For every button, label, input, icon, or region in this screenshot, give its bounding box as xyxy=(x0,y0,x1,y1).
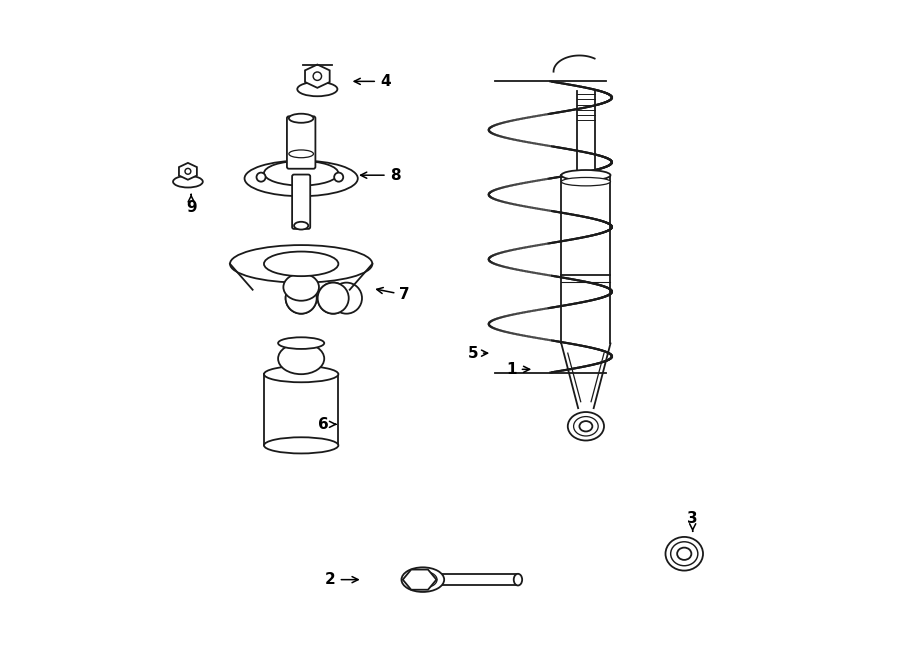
Ellipse shape xyxy=(264,252,338,276)
Text: 5: 5 xyxy=(467,346,488,361)
Text: 7: 7 xyxy=(377,288,410,303)
Ellipse shape xyxy=(278,343,324,374)
Ellipse shape xyxy=(573,416,598,436)
Ellipse shape xyxy=(289,150,313,158)
Ellipse shape xyxy=(318,283,348,314)
Ellipse shape xyxy=(284,274,319,301)
Ellipse shape xyxy=(665,537,703,570)
Ellipse shape xyxy=(514,574,522,586)
Ellipse shape xyxy=(278,337,324,349)
Ellipse shape xyxy=(285,283,317,314)
FancyBboxPatch shape xyxy=(292,175,310,229)
Ellipse shape xyxy=(264,438,338,453)
Ellipse shape xyxy=(264,366,338,382)
Polygon shape xyxy=(305,65,329,88)
Ellipse shape xyxy=(294,222,309,229)
Ellipse shape xyxy=(562,170,610,180)
Ellipse shape xyxy=(670,542,698,566)
Ellipse shape xyxy=(401,567,445,592)
Text: 3: 3 xyxy=(688,511,698,531)
Text: 2: 2 xyxy=(325,572,358,587)
Ellipse shape xyxy=(331,283,362,314)
Ellipse shape xyxy=(318,283,348,314)
FancyBboxPatch shape xyxy=(287,116,315,169)
Text: 8: 8 xyxy=(361,168,400,182)
Ellipse shape xyxy=(173,176,202,188)
Ellipse shape xyxy=(562,177,610,186)
Ellipse shape xyxy=(334,173,343,182)
Ellipse shape xyxy=(245,161,358,196)
Ellipse shape xyxy=(568,412,604,440)
Text: 4: 4 xyxy=(355,74,391,89)
Text: 6: 6 xyxy=(319,417,336,432)
Ellipse shape xyxy=(409,571,437,588)
Ellipse shape xyxy=(677,547,691,560)
Polygon shape xyxy=(179,163,197,180)
Ellipse shape xyxy=(313,72,321,81)
Ellipse shape xyxy=(256,173,266,182)
Ellipse shape xyxy=(185,169,191,175)
Text: 9: 9 xyxy=(185,194,196,215)
Ellipse shape xyxy=(285,283,317,314)
Ellipse shape xyxy=(580,421,592,432)
Ellipse shape xyxy=(264,161,338,186)
Text: 1: 1 xyxy=(506,362,529,377)
Ellipse shape xyxy=(230,245,373,283)
Ellipse shape xyxy=(289,114,313,123)
Ellipse shape xyxy=(297,82,338,97)
Polygon shape xyxy=(403,570,436,590)
